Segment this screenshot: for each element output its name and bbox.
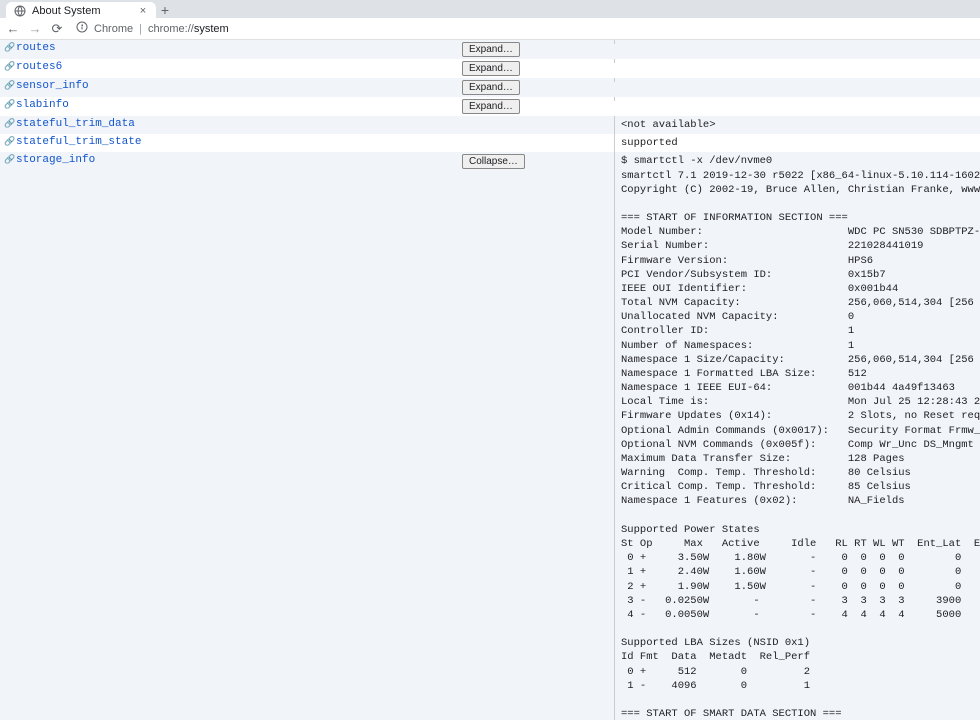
row-button-cell — [458, 134, 614, 138]
browser-tab[interactable]: About System × — [6, 2, 156, 18]
new-tab-button[interactable]: + — [156, 2, 174, 18]
row-key-text: routes — [16, 42, 56, 54]
expand-button[interactable]: Expand… — [462, 99, 520, 114]
row-value: $ smartctl -x /dev/nvme0 smartctl 7.1 20… — [614, 152, 980, 720]
toolbar: ← → ⟳ Chrome | chrome://system — [0, 18, 980, 40]
collapse-button[interactable]: Collapse… — [462, 154, 525, 169]
row-button-cell: Expand… — [458, 97, 614, 116]
row-key-link[interactable]: 🔗stateful_trim_data — [0, 116, 458, 132]
row-key-text: stateful_trim_state — [16, 136, 141, 148]
url-path: system — [194, 23, 229, 35]
row-value: supported — [614, 134, 980, 152]
forward-button[interactable]: → — [28, 21, 42, 36]
row-key-link[interactable]: 🔗stateful_trim_state — [0, 134, 458, 150]
row-key-link[interactable]: 🔗storage_info — [0, 152, 458, 168]
row-value — [614, 40, 980, 44]
row-value — [614, 78, 980, 82]
row-key-link[interactable]: 🔗slabinfo — [0, 97, 458, 113]
back-button[interactable]: ← — [6, 21, 20, 36]
url-prefix: Chrome — [94, 23, 133, 35]
site-info-icon[interactable] — [76, 21, 88, 36]
row-button-cell: Expand… — [458, 78, 614, 97]
row-key-link[interactable]: 🔗sensor_info — [0, 78, 458, 94]
link-icon: 🔗 — [4, 81, 14, 91]
expand-button[interactable]: Expand… — [462, 61, 520, 76]
link-icon: 🔗 — [4, 100, 14, 110]
row-button-cell: Collapse… — [458, 152, 614, 171]
row-key-text: storage_info — [16, 154, 95, 166]
tab-close-icon[interactable]: × — [138, 6, 148, 16]
link-icon: 🔗 — [4, 155, 14, 165]
expand-button[interactable]: Expand… — [462, 42, 520, 57]
link-icon: 🔗 — [4, 119, 14, 129]
table-row: 🔗stateful_trim_data <not available> — [0, 116, 980, 134]
row-value — [614, 59, 980, 63]
row-button-cell: Expand… — [458, 40, 614, 59]
row-button-cell — [458, 116, 614, 120]
link-icon: 🔗 — [4, 62, 14, 72]
system-info-table: 🔗routesExpand…🔗routes6Expand…🔗sensor_inf… — [0, 40, 980, 720]
expand-button[interactable]: Expand… — [462, 80, 520, 95]
row-key-link[interactable]: 🔗routes6 — [0, 59, 458, 75]
tab-strip: About System × + — [0, 0, 980, 18]
table-row: 🔗slabinfo Expand… — [0, 97, 980, 116]
link-icon: 🔗 — [4, 137, 14, 147]
table-row: 🔗stateful_trim_state supported — [0, 134, 980, 152]
row-key-text: slabinfo — [16, 99, 69, 111]
link-icon: 🔗 — [4, 43, 14, 53]
reload-button[interactable]: ⟳ — [50, 21, 64, 37]
row-value: <not available> — [614, 116, 980, 134]
globe-icon — [14, 5, 26, 17]
row-key-text: routes6 — [16, 61, 62, 73]
omnibox[interactable]: Chrome | chrome://system — [72, 21, 974, 36]
tab-title: About System — [32, 5, 100, 17]
table-row: 🔗routes Expand… — [0, 40, 980, 59]
table-row: 🔗routes6 Expand… — [0, 59, 980, 78]
row-key-link[interactable]: 🔗routes — [0, 40, 458, 56]
row-button-cell: Expand… — [458, 59, 614, 78]
row-key-text: sensor_info — [16, 80, 89, 92]
row-key-text: stateful_trim_data — [16, 118, 135, 130]
row-value — [614, 97, 980, 101]
url-scheme: chrome:// — [148, 23, 194, 35]
table-row: 🔗storage_info Collapse… $ smartctl -x /dev… — [0, 152, 980, 720]
table-row: 🔗sensor_info Expand… — [0, 78, 980, 97]
